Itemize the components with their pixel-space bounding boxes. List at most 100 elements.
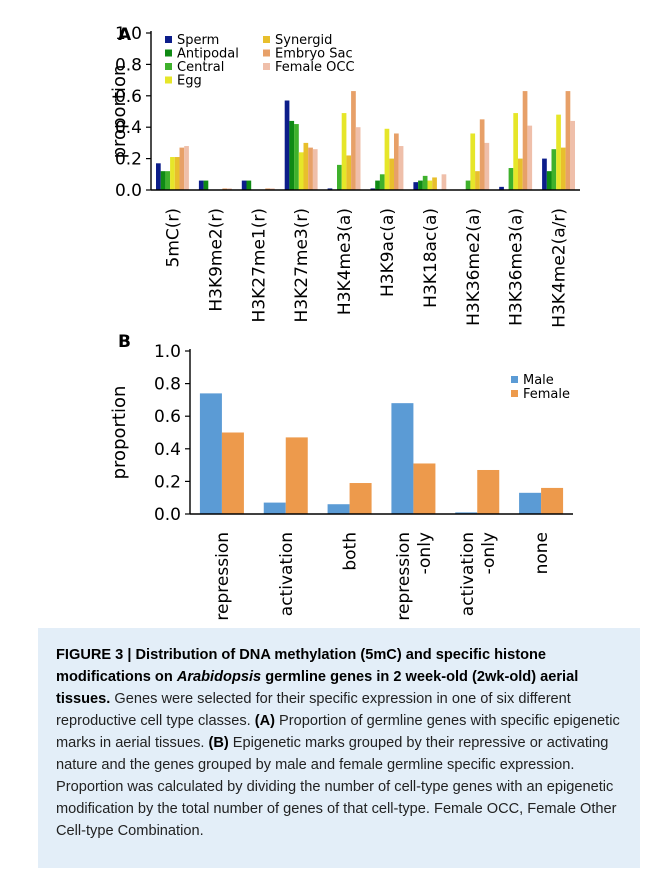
bar-egg-h3k27me3-r [298, 152, 304, 190]
bar-sperm-5mc-r [156, 163, 161, 190]
caption-sentence-1: Genes were selected for their specific e… [56, 691, 571, 729]
bar-embryo-sac-h3k27me3-r [308, 147, 313, 190]
y-tick-label: 1.0 [115, 24, 142, 44]
x-tick-label-none: none [532, 532, 552, 574]
legend-label-synergid: Synergid [275, 33, 332, 48]
bar-female-occ-h3k18ac-a [441, 174, 447, 190]
bar-egg-h3k4me3-a [341, 113, 347, 190]
x-tick-label-h3k36me2-a: H3K36me2(a) [464, 208, 484, 326]
legend-swatch-male [511, 376, 518, 383]
bar-embryo-sac-h3k9me2-r [222, 188, 228, 190]
bar-female-occ-5mc-r [184, 146, 189, 190]
y-tick-label: 0.2 [115, 150, 142, 170]
bar-central-5mc-r [165, 171, 171, 190]
bar-egg-h3k9ac-a [384, 128, 390, 190]
caption-sentence-2: Proportion of germline genes with specif… [56, 713, 620, 751]
bar-sperm-h3k4me2-a-r [542, 158, 547, 190]
bar-embryo-sac-h3k9ac-a [394, 133, 399, 190]
legend-label-embryo-sac: Embryo Sac [275, 47, 353, 62]
bar-synergid-h3k18ac-a [432, 177, 437, 190]
legend-label-egg: Egg [177, 74, 202, 89]
y-tick-label: 0.0 [154, 505, 181, 525]
bar-sperm-h3k4me3-a [327, 188, 333, 190]
bar-egg-h3k36me3-a [513, 113, 518, 190]
x-tick-label-repression-only: repression-only [394, 532, 435, 621]
legend-swatch-sperm [165, 36, 172, 43]
bar-female-occ-h3k27me3-r [312, 149, 318, 190]
x-tick-label-h3k4me2-a-r: H3K4me2(a/r) [550, 208, 570, 328]
legend-label-male: Male [523, 373, 554, 388]
y-tick-label: 0.0 [115, 181, 142, 201]
x-tick-label-h3k9ac-a: H3K9ac(a) [378, 208, 398, 297]
bar-female-occ-h3k9ac-a [398, 146, 404, 190]
bar-female-occ-h3k4me3-a [355, 127, 361, 190]
bar-embryo-sac-h3k4me3-a [351, 91, 356, 190]
x-tick-label-h3k4me3-a: H3K4me3(a) [335, 208, 355, 315]
bar-sperm-h3k9me2-r [198, 180, 204, 190]
legend-label-central: Central [177, 60, 224, 75]
bar-embryo-sac-h3k36me3-a [522, 91, 528, 190]
bar-synergid-5mc-r [174, 157, 180, 190]
legend-swatch-female-occ [263, 63, 270, 70]
bar-female-occ-h3k36me3-a [527, 125, 533, 190]
x-tick-label-repression: repression [213, 532, 233, 621]
bar-antipodal-h3k18ac-a [418, 180, 423, 190]
bar-antipodal-h3k9ac-a [375, 180, 380, 190]
bar-female-occ-h3k9me2-r [227, 188, 232, 190]
y-tick-label: 0.6 [154, 407, 181, 427]
x-tick-label-h3k36me3-a: H3K36me3(a) [507, 208, 527, 326]
bar-antipodal-h3k27me3-r [289, 120, 295, 190]
bar-female-none [541, 487, 564, 514]
bar-embryo-sac-h3k27me1-r [265, 188, 270, 190]
legend-label-sperm: Sperm [177, 33, 219, 48]
y-axis-label: proportion [109, 386, 130, 480]
x-tick-label-both: both [341, 532, 361, 571]
bar-male-both [327, 504, 350, 514]
figure-canvas: A 0.0 0.2 0.4 0.6 0.8 1.0 proportion 5mC(r) H3K9m… [109, 24, 580, 621]
bar-embryo-sac-h3k4me2-a-r [565, 91, 571, 190]
bar-antipodal-h3k4me2-a-r [546, 171, 552, 190]
bar-female-repression [221, 432, 244, 514]
bar-male-none [519, 492, 542, 514]
bar-male-activation-only [455, 512, 478, 514]
bar-embryo-sac-h3k36me2-a [479, 119, 485, 190]
bar-synergid-h3k4me2-a-r [560, 147, 566, 190]
bar-sperm-h3k27me3-r [284, 100, 290, 190]
bar-male-activation [263, 502, 286, 514]
figure-caption: FIGURE 3 | Distribution of DNA methylati… [38, 628, 640, 868]
bar-female-activation-only [477, 469, 500, 514]
bar-egg-h3k36me2-a [470, 133, 476, 190]
x-tick-label-activation-only: activation-only [458, 532, 499, 616]
x-tick-label-h3k18ac-a: H3K18ac(a) [421, 208, 441, 308]
bar-female-both [349, 483, 372, 514]
bar-central-h3k36me2-a [465, 180, 471, 190]
panel-a: A 0.0 0.2 0.4 0.6 0.8 1.0 proportion 5mC(r) H3K9m… [109, 24, 580, 328]
bar-central-h3k18ac-a [422, 175, 428, 190]
caption-ref-a: (A) [254, 713, 275, 729]
y-tick-label: 0.4 [154, 440, 181, 460]
legend-swatch-central [165, 63, 172, 70]
y-axis-label: proportion [109, 65, 130, 159]
bar-central-h3k9ac-a [379, 174, 385, 190]
bar-antipodal-5mc-r [160, 171, 166, 190]
bar-central-h3k4me2-a-r [551, 149, 557, 190]
y-tick-label: 0.8 [154, 375, 181, 395]
panel-label: B [118, 332, 131, 352]
legend-label-antipodal: Antipodal [177, 47, 239, 62]
panel-b: B 0.0 0.2 0.4 0.6 0.8 1.0 proportion repression a… [109, 332, 573, 621]
x-tick-label-h3k27me1-r: H3K27me1(r) [249, 208, 269, 322]
legend-swatch-antipodal [165, 49, 172, 57]
legend-swatch-embryo-sac [263, 49, 270, 57]
caption-ref-b: (B) [208, 735, 229, 751]
bar-egg-h3k18ac-a [427, 180, 433, 190]
y-tick-label: 0.4 [115, 118, 142, 138]
y-tick-label: 1.0 [154, 342, 181, 362]
bar-synergid-h3k4me3-a [346, 155, 352, 190]
legend-label-female: Female [523, 387, 570, 402]
bar-female-activation [285, 437, 308, 514]
bar-central-h3k4me3-a [337, 164, 342, 190]
x-tick-label-5mc-r: 5mC(r) [163, 208, 183, 268]
bar-antipodal-h3k27me1-r [246, 180, 252, 190]
x-tick-label-h3k27me3-r: H3K27me3(r) [292, 208, 312, 322]
bar-male-repression [199, 393, 222, 514]
